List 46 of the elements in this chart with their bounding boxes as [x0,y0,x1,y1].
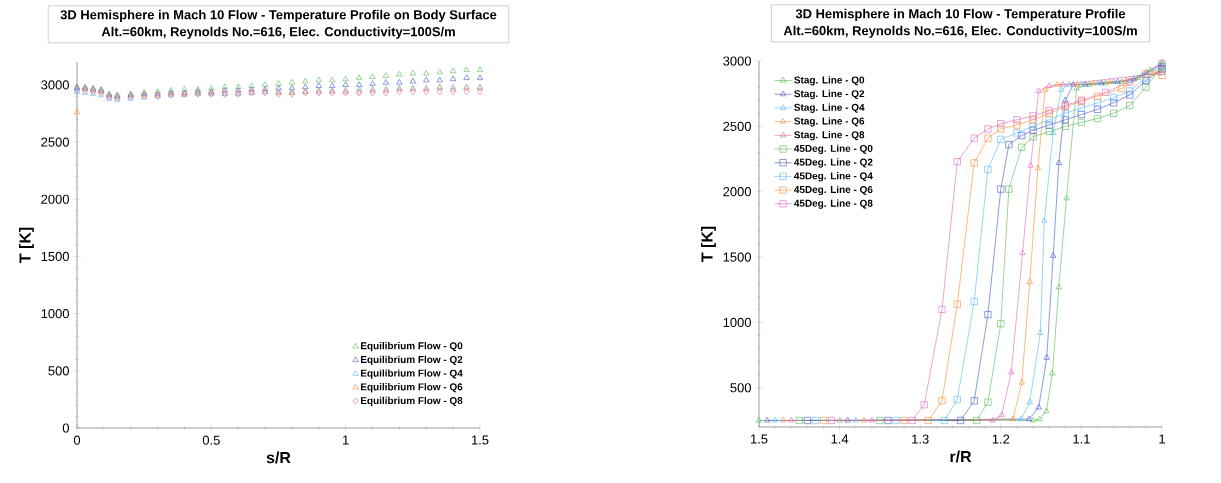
y-tick-label: 2500 [723,121,751,131]
x-tick-label: 0.5 [202,435,220,445]
y-axis-title: T [K] [700,226,716,262]
legend-label: Stag. Line - Q8 [794,130,865,141]
y-tick-label: 2500 [41,137,69,147]
x-tick-label: 1 [343,435,349,445]
legend-label: 45Deg. Line - Q0 [794,144,873,154]
y-tick-label: 0 [62,423,69,433]
y-tick-label: 1000 [723,317,751,328]
x-tick-label: 1 [1159,434,1165,444]
legend-label: 45Deg. Line - Q8 [794,199,873,209]
legend-label: Stag. Line - Q6 [794,117,865,127]
legend-label: 45Deg. Line - Q6 [794,185,873,196]
x-tick-label: 1.1 [1073,434,1090,444]
chart-title: 3D Hemisphere in Mach 10 Flow - Temperature Profile [795,8,1126,21]
x-axis-title: r/R [950,450,972,463]
y-tick-label: 1000 [41,309,69,319]
x-tick-label: 1.4 [831,434,849,444]
chart-subtitle: Alt.=60km, Reynolds No.=616, Elec. Conductivity=100S/m [783,25,1137,38]
y-axis-title: T [K] [18,227,34,263]
x-tick-label: 1.2 [992,434,1010,444]
legend-label: Equilibrium Flow - Q6 [361,383,463,393]
y-tick-label: 2000 [723,187,751,197]
legend-label: Stag. Line - Q0 [794,76,865,86]
x-tick-label: 1.5 [750,434,768,444]
x-tick-label: 1.5 [471,435,489,445]
legend-label: Stag. Line - Q4 [794,103,865,113]
y-tick-label: 3000 [723,56,751,66]
x-tick-label: 0 [73,435,81,445]
legend-label: Equilibrium Flow - Q0 [361,342,463,352]
legend-label: 45Deg. Line - Q2 [794,158,873,168]
y-tick-label: 500 [48,366,69,376]
y-tick-label: 500 [730,383,751,393]
y-tick-label: 1500 [723,252,751,262]
y-tick-label: 3000 [41,80,69,90]
legend-label: Equilibrium Flow - Q4 [361,369,463,379]
legend-label: Stag. Line - Q2 [794,89,865,100]
x-tick-label: 1.3 [912,434,929,444]
x-axis-title: s/R [266,451,291,464]
y-tick-label: 1500 [41,251,69,262]
legend-label: 45Deg. Line - Q4 [794,172,873,182]
y-tick-label: 2000 [41,194,69,204]
chart-subtitle: Alt.=60km, Reynolds No.=616, Elec. Conductivity=100S/m [101,26,455,39]
legend-label: Equilibrium Flow - Q2 [361,355,463,365]
legend-label: Equilibrium Flow - Q8 [361,396,463,407]
chart-title: 3D Hemisphere in Mach 10 Flow - Temperature Profile on Body Surface [60,9,497,22]
